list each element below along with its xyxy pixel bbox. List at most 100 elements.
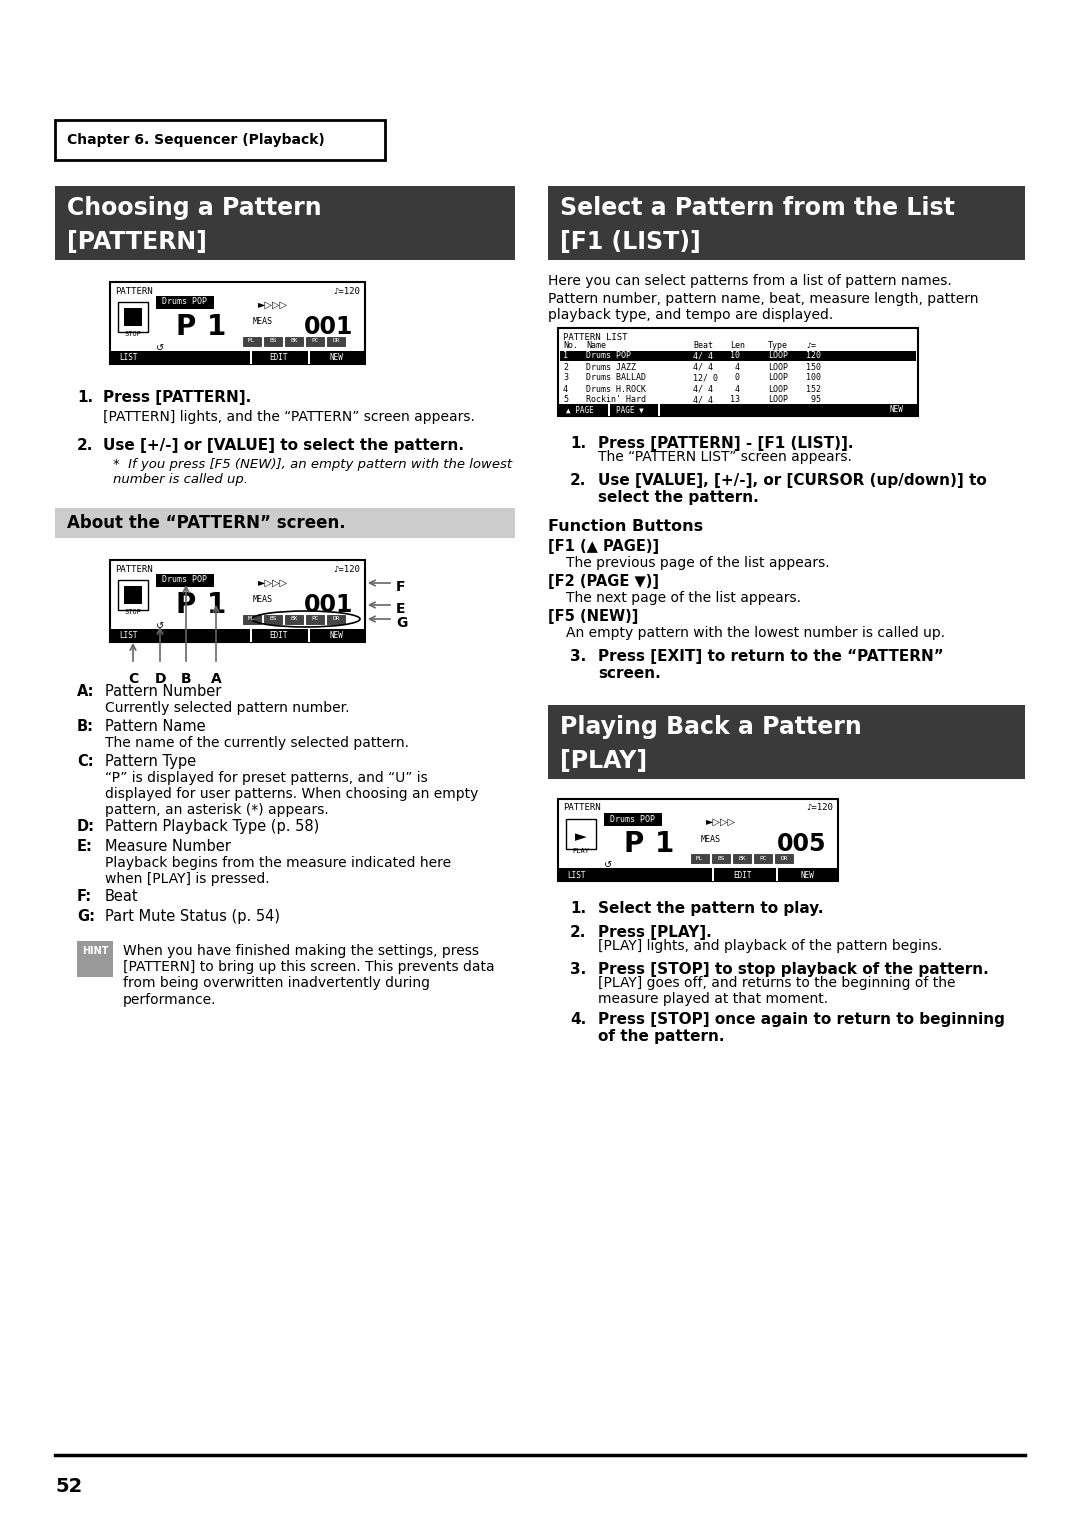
Text: [PATTERN]: [PATTERN] bbox=[67, 231, 207, 254]
Text: ►▷▷▷: ►▷▷▷ bbox=[258, 299, 288, 310]
Text: DR: DR bbox=[333, 339, 340, 344]
Bar bbox=[306, 338, 324, 345]
Bar bbox=[118, 303, 148, 332]
Bar bbox=[55, 507, 515, 538]
Text: About the “PATTERN” screen.: About the “PATTERN” screen. bbox=[67, 513, 346, 532]
Bar bbox=[561, 351, 916, 361]
Text: D: D bbox=[154, 672, 165, 686]
Text: Drums JAZZ: Drums JAZZ bbox=[586, 362, 636, 371]
Bar bbox=[264, 614, 282, 623]
Bar bbox=[118, 581, 148, 610]
Text: Drums BALLAD: Drums BALLAD bbox=[586, 373, 646, 382]
Bar bbox=[243, 338, 261, 345]
Text: MEAS: MEAS bbox=[253, 318, 273, 327]
Text: Pattern Playback Type (p. 58): Pattern Playback Type (p. 58) bbox=[105, 819, 320, 834]
Text: B:: B: bbox=[77, 720, 94, 733]
Bar bbox=[327, 614, 345, 623]
Text: 001: 001 bbox=[303, 315, 353, 339]
Text: 4: 4 bbox=[563, 385, 568, 394]
Bar bbox=[558, 403, 918, 416]
Text: 001: 001 bbox=[303, 593, 353, 617]
Text: A: A bbox=[211, 672, 221, 686]
Text: G: G bbox=[396, 616, 407, 630]
Text: PLAY: PLAY bbox=[572, 848, 590, 854]
Text: PC: PC bbox=[311, 616, 319, 622]
Bar bbox=[608, 403, 610, 416]
Text: ►▷▷▷: ►▷▷▷ bbox=[258, 578, 288, 588]
Text: 2: 2 bbox=[563, 362, 568, 371]
Text: ♪=: ♪= bbox=[806, 341, 816, 350]
Text: [PLAY]: [PLAY] bbox=[561, 749, 647, 773]
Text: PC: PC bbox=[759, 856, 767, 860]
Bar bbox=[110, 559, 365, 642]
Text: 2.: 2. bbox=[570, 474, 586, 487]
Text: 4/ 4: 4/ 4 bbox=[693, 351, 713, 361]
Text: STOP: STOP bbox=[124, 332, 141, 338]
Text: EDIT: EDIT bbox=[269, 353, 287, 362]
Text: Chapter 6. Sequencer (Playback): Chapter 6. Sequencer (Playback) bbox=[67, 133, 325, 147]
Text: Drums H.ROCK: Drums H.ROCK bbox=[586, 385, 646, 394]
Bar bbox=[306, 614, 324, 623]
Text: BS: BS bbox=[269, 616, 276, 622]
Bar bbox=[285, 614, 303, 623]
Bar bbox=[249, 630, 252, 642]
Text: [PLAY] lights, and playback of the pattern begins.: [PLAY] lights, and playback of the patte… bbox=[598, 940, 942, 953]
Text: Here you can select patterns from a list of pattern names.: Here you can select patterns from a list… bbox=[548, 274, 951, 287]
Text: PATTERN LIST: PATTERN LIST bbox=[563, 333, 627, 341]
Text: 95: 95 bbox=[806, 396, 821, 405]
Bar bbox=[285, 338, 303, 345]
Text: No.: No. bbox=[563, 341, 578, 350]
Text: 2.: 2. bbox=[77, 439, 93, 452]
Text: ►▷▷▷: ►▷▷▷ bbox=[706, 817, 735, 827]
Text: ↺: ↺ bbox=[604, 860, 612, 869]
Bar bbox=[733, 854, 751, 863]
Text: An empty pattern with the lowest number is called up.: An empty pattern with the lowest number … bbox=[566, 626, 945, 640]
Text: LIST: LIST bbox=[119, 631, 137, 640]
Text: [PATTERN] lights, and the “PATTERN” screen appears.: [PATTERN] lights, and the “PATTERN” scre… bbox=[103, 410, 475, 423]
Text: 0: 0 bbox=[730, 373, 740, 382]
Text: PC: PC bbox=[311, 339, 319, 344]
Text: Beat: Beat bbox=[105, 889, 138, 905]
Text: ♪=120: ♪=120 bbox=[333, 287, 360, 295]
Bar bbox=[712, 854, 730, 863]
Text: Use [+/-] or [VALUE] to select the pattern.: Use [+/-] or [VALUE] to select the patte… bbox=[103, 439, 464, 452]
Text: PATTERN: PATTERN bbox=[563, 804, 600, 813]
Text: Playing Back a Pattern: Playing Back a Pattern bbox=[561, 715, 862, 740]
Bar bbox=[156, 575, 214, 587]
Text: E: E bbox=[396, 602, 405, 616]
Text: LIST: LIST bbox=[567, 871, 585, 880]
Bar bbox=[55, 121, 384, 160]
Text: [F1 (LIST)]: [F1 (LIST)] bbox=[561, 231, 701, 254]
Bar bbox=[691, 854, 708, 863]
Text: STOP: STOP bbox=[124, 610, 141, 614]
Text: EDIT: EDIT bbox=[732, 871, 752, 880]
Bar bbox=[754, 854, 772, 863]
Text: *  If you press [F5 (NEW)], an empty pattern with the lowest
number is called up: * If you press [F5 (NEW)], an empty patt… bbox=[113, 458, 512, 486]
Text: The name of the currently selected pattern.: The name of the currently selected patte… bbox=[105, 736, 409, 750]
Text: 5: 5 bbox=[563, 396, 568, 405]
Text: NEW: NEW bbox=[329, 631, 343, 640]
Text: Function Buttons: Function Buttons bbox=[548, 520, 703, 533]
Bar bbox=[775, 854, 793, 863]
Text: Drums POP: Drums POP bbox=[610, 814, 656, 824]
Text: 4.: 4. bbox=[570, 1012, 586, 1027]
Text: ↺: ↺ bbox=[156, 620, 164, 631]
Text: Choosing a Pattern: Choosing a Pattern bbox=[67, 196, 322, 220]
Text: The previous page of the list appears.: The previous page of the list appears. bbox=[566, 556, 829, 570]
Text: Press [STOP] to stop playback of the pattern.: Press [STOP] to stop playback of the pat… bbox=[598, 963, 989, 976]
Text: Press [PLAY].: Press [PLAY]. bbox=[598, 924, 712, 940]
Text: ML: ML bbox=[248, 616, 256, 622]
Bar bbox=[604, 813, 662, 827]
Text: 4/ 4: 4/ 4 bbox=[693, 385, 713, 394]
Text: Playback begins from the measure indicated here
when [PLAY] is pressed.: Playback begins from the measure indicat… bbox=[105, 856, 451, 886]
Text: 2.: 2. bbox=[570, 924, 586, 940]
Text: Rockin' Hard: Rockin' Hard bbox=[586, 396, 646, 405]
Text: Pattern Name: Pattern Name bbox=[105, 720, 205, 733]
Bar bbox=[264, 338, 282, 345]
Text: 1.: 1. bbox=[570, 902, 586, 915]
Bar bbox=[55, 186, 515, 260]
Bar bbox=[777, 868, 778, 882]
Text: Select a Pattern from the List: Select a Pattern from the List bbox=[561, 196, 955, 220]
Text: “P” is displayed for preset patterns, and “U” is
displayed for user patterns. Wh: “P” is displayed for preset patterns, an… bbox=[105, 772, 478, 817]
Text: BK: BK bbox=[739, 856, 746, 860]
